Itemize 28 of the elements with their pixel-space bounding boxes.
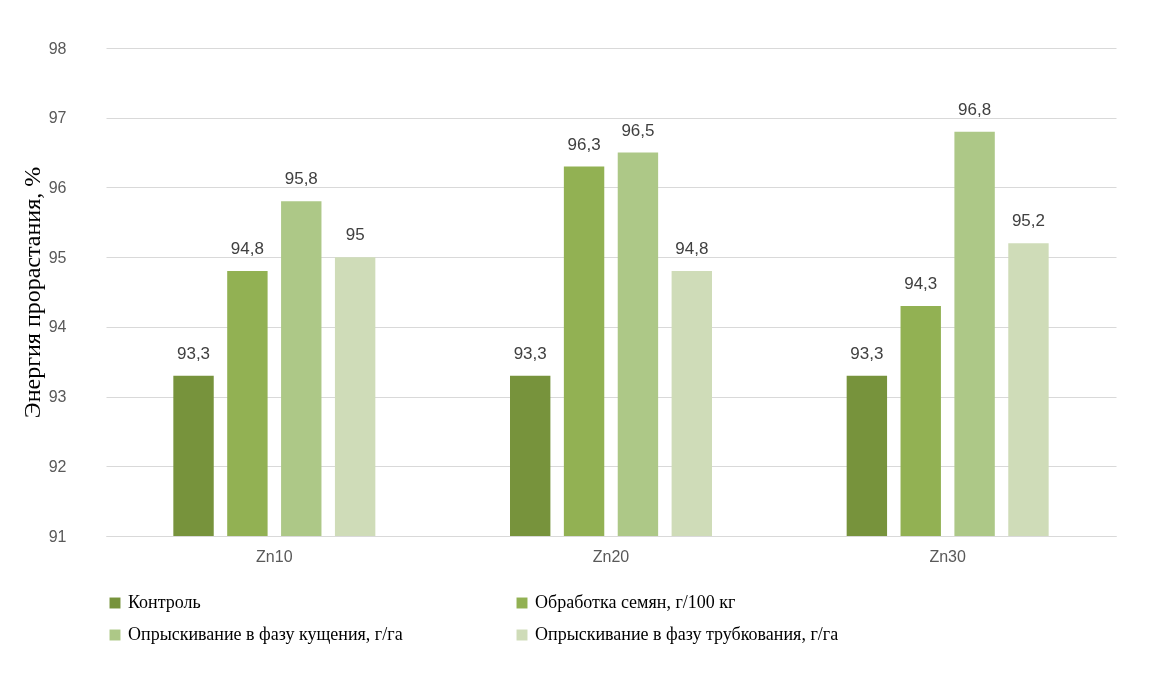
legend-label: Контроль (128, 592, 201, 612)
y-tick-label: 92 (48, 457, 67, 475)
data-label: 95,8 (284, 169, 318, 189)
y-tick-label: 95 (48, 248, 67, 266)
data-label: 96,8 (958, 99, 992, 119)
x-tick-label: Zn30 (929, 547, 966, 565)
y-tick-label: 91 (48, 527, 67, 545)
y-tick-label: 98 (48, 39, 67, 57)
data-label: 93,3 (513, 343, 547, 363)
data-label: 96,3 (567, 134, 601, 154)
data-label: 96,5 (621, 120, 655, 140)
legend-label: Опрыскивание в фазу трубкования, г/га (535, 624, 839, 644)
data-label: 94,8 (675, 239, 709, 259)
data-label: 94,3 (904, 273, 938, 293)
x-tick-label: Zn10 (256, 547, 293, 565)
data-label: 95 (345, 225, 365, 245)
y-axis-title: Энергия прорастания, % (18, 166, 45, 419)
data-label: 93,3 (176, 343, 211, 363)
x-tick-label: Zn20 (592, 547, 630, 565)
data-label: 95,2 (1011, 211, 1046, 231)
y-tick-label: 96 (48, 178, 67, 196)
legend-label: Опрыскивание в фазу кущения, г/га (128, 624, 403, 644)
y-tick-label: 97 (48, 109, 67, 127)
y-tick-label: 94 (48, 318, 67, 336)
data-label: 94,8 (230, 239, 264, 259)
data-label: 93,3 (850, 343, 884, 363)
y-tick-label: 93 (48, 388, 67, 406)
legend-label: Обработка семян, г/100 кг (535, 592, 736, 612)
